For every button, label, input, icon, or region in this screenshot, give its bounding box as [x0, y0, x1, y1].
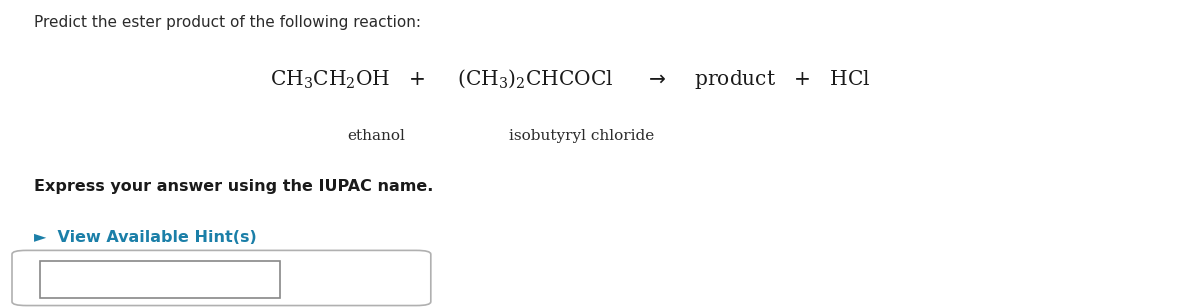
FancyBboxPatch shape: [12, 250, 431, 306]
FancyBboxPatch shape: [40, 261, 280, 298]
Text: Predict the ester product of the following reaction:: Predict the ester product of the followi…: [34, 15, 421, 30]
Text: ethanol: ethanol: [347, 129, 404, 143]
Text: ►  View Available Hint(s): ► View Available Hint(s): [34, 230, 257, 245]
Text: isobutyryl chloride: isobutyryl chloride: [509, 129, 654, 143]
Text: Express your answer using the IUPAC name.: Express your answer using the IUPAC name…: [34, 179, 433, 194]
Text: $\mathregular{CH_3CH_2OH}$   +     $\mathregular{(CH_3)_2CHCOCl}$     $\rightarr: $\mathregular{CH_3CH_2OH}$ + $\mathregul…: [270, 67, 870, 91]
